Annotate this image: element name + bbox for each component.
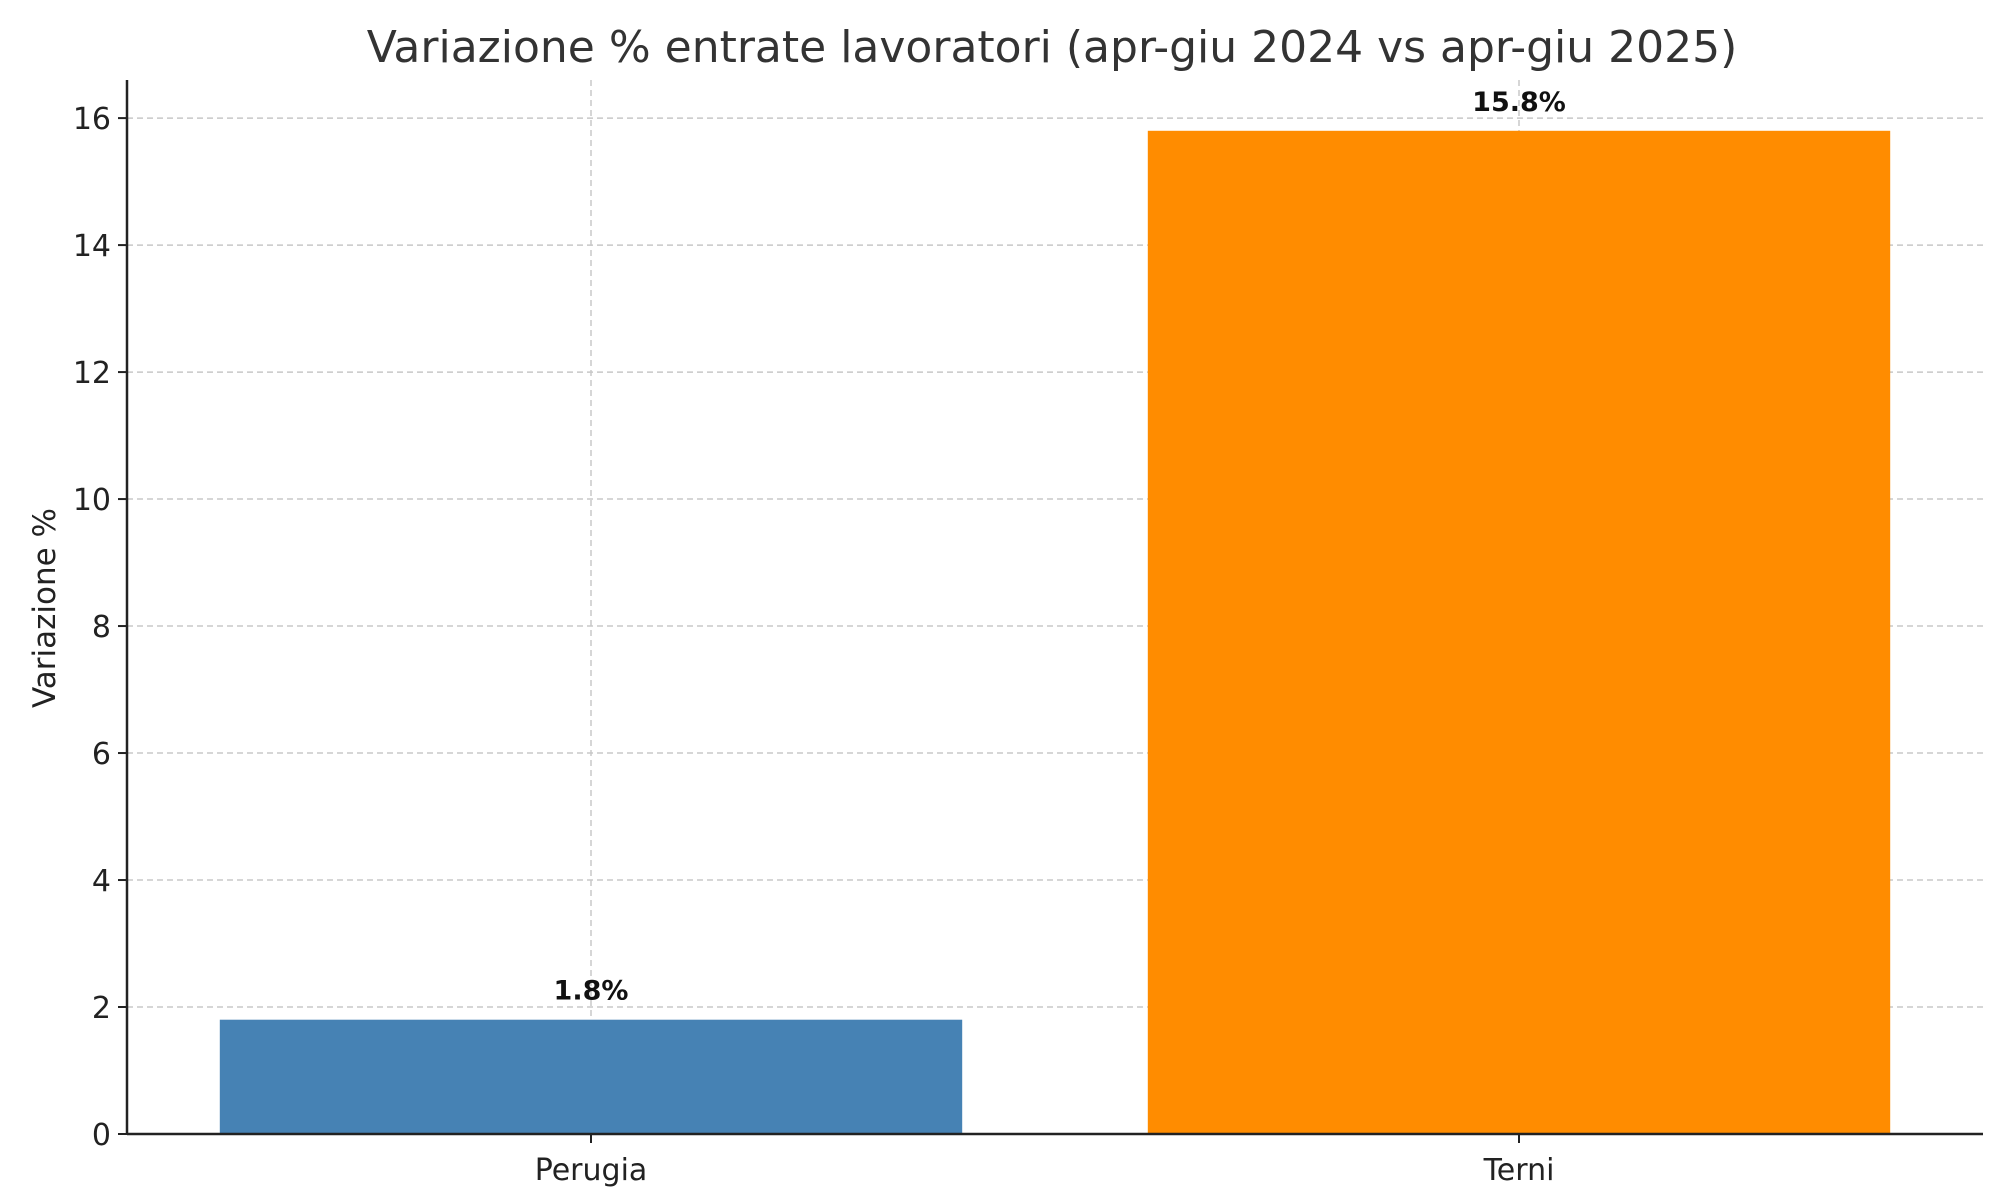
chart-title: Variazione % entrate lavoratori (apr-giu… xyxy=(367,22,1738,73)
bar-perugia xyxy=(219,1019,963,1134)
bar-terni xyxy=(1147,130,1891,1135)
data-label-terni: 15.8% xyxy=(1472,87,1566,118)
y-tick-label: 10 xyxy=(73,483,111,518)
y-tick-label: 8 xyxy=(92,610,111,645)
y-tick-label: 16 xyxy=(73,102,111,137)
y-axis-label: Variazione % xyxy=(27,508,63,708)
y-tick-label: 12 xyxy=(73,356,111,391)
y-tick-label: 6 xyxy=(92,737,111,772)
y-tick-label: 14 xyxy=(73,229,111,264)
y-ticks: 0 2 4 6 8 10 12 14 16 xyxy=(73,102,127,1153)
bars xyxy=(219,130,1891,1135)
axes xyxy=(125,80,1983,1136)
y-tick-label: 0 xyxy=(92,1118,111,1153)
x-tick-label: Perugia xyxy=(535,1153,648,1188)
x-tick-label: Terni xyxy=(1483,1153,1555,1188)
x-ticks: Perugia Terni xyxy=(535,1134,1555,1188)
y-tick-label: 4 xyxy=(92,864,111,899)
data-label-perugia: 1.8% xyxy=(554,976,629,1007)
y-tick-label: 2 xyxy=(92,991,111,1026)
data-labels: 1.8% 15.8% xyxy=(554,87,1566,1007)
